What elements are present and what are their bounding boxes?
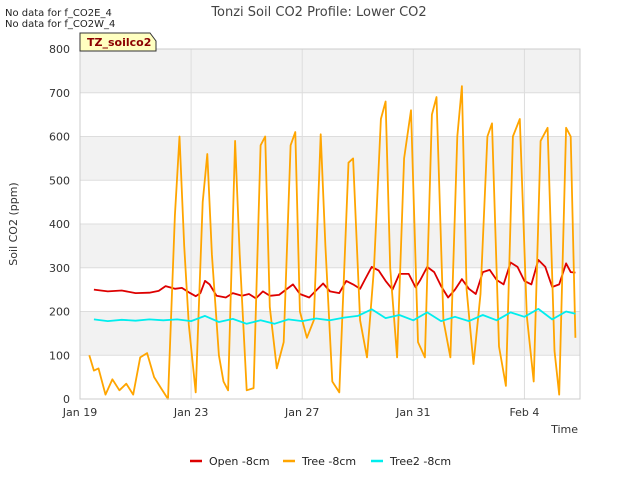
y-axis-label: Soil CO2 (ppm) — [7, 182, 20, 265]
legend: Open -8cm Tree -8cm Tree2 -8cm — [190, 455, 451, 468]
background-band — [80, 267, 580, 312]
series-line-tree2-8cm — [93, 308, 576, 325]
y-tick-label: 800 — [49, 43, 70, 56]
y-tick-label: 700 — [49, 87, 70, 100]
y-tick-label: 400 — [49, 218, 70, 231]
x-tick-label: Jan 23 — [173, 406, 208, 419]
x-tick-label: Feb 4 — [509, 406, 539, 419]
legend-label: Tree -8cm — [301, 455, 356, 468]
no-data-message-co2w: No data for f_CO2W_4 — [5, 19, 116, 30]
y-tick-label: 100 — [49, 349, 70, 362]
y-tick-label: 300 — [49, 262, 70, 275]
series-line-open-8cm — [93, 259, 576, 300]
tz-soilco2-tag: TZ_soilco2 — [79, 32, 157, 52]
background-band — [80, 224, 580, 268]
x-axis-ticks: Jan 19 Jan 23 Jan 27 Jan 31 Feb 4 — [62, 406, 540, 419]
legend-label: Open -8cm — [209, 455, 270, 468]
y-tick-label: 200 — [49, 306, 70, 319]
legend-label: Tree2 -8cm — [389, 455, 451, 468]
plot-frame — [79, 48, 581, 400]
background-band — [80, 180, 580, 224]
y-tick-label: 500 — [49, 174, 70, 187]
no-data-message-co2e: No data for f_CO2E_4 — [5, 8, 112, 19]
x-tick-label: Jan 19 — [62, 406, 97, 419]
background-band — [80, 136, 580, 181]
background-band — [80, 92, 580, 137]
x-tick-label: Jan 31 — [395, 406, 430, 419]
series-line-tree-8cm — [88, 85, 577, 400]
y-tick-label: 0 — [63, 393, 70, 406]
series-lines — [88, 85, 577, 400]
x-tick-label: Jan 27 — [284, 406, 319, 419]
background-band — [80, 49, 580, 93]
y-tick-label: 600 — [49, 131, 70, 144]
x-axis-label: Time — [550, 423, 578, 436]
chart-title: Tonzi Soil CO2 Profile: Lower CO2 — [210, 5, 426, 20]
tag-label: TZ_soilco2 — [87, 36, 151, 49]
y-axis-ticks: 0 100 200 300 400 500 600 700 800 — [49, 43, 70, 406]
